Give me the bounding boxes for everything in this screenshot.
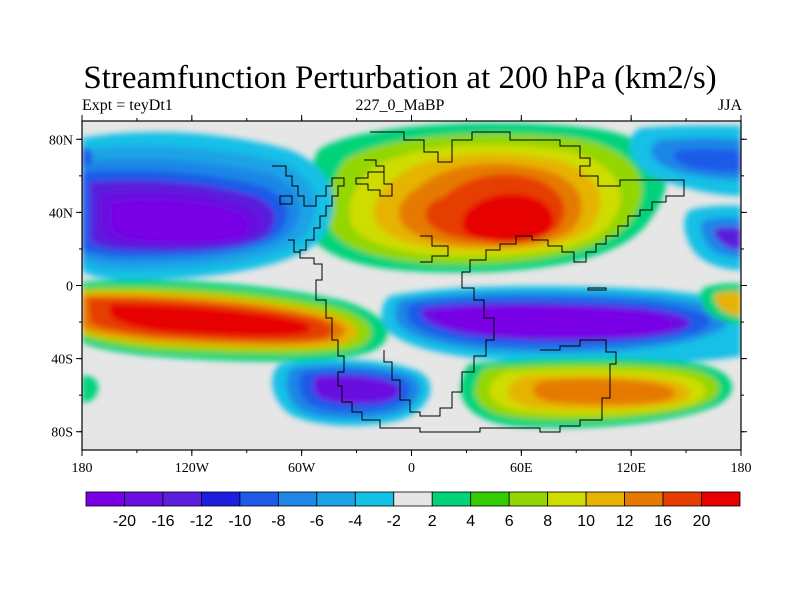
colorbar-box xyxy=(547,491,587,507)
colorbar-label: 20 xyxy=(693,513,711,530)
contour-field xyxy=(82,121,741,450)
season-label: JJA xyxy=(717,97,742,114)
colorbar-label: 8 xyxy=(543,513,552,530)
colorbar-box xyxy=(585,491,625,507)
colorbar-box xyxy=(162,491,202,507)
colorbar-box xyxy=(354,491,395,507)
colorbar-box xyxy=(239,491,279,507)
colorbar-label: 4 xyxy=(466,513,475,530)
colorbar-box xyxy=(701,491,741,507)
colorbar-box xyxy=(316,491,356,507)
colorbar-box xyxy=(201,491,241,507)
colorbar-label: 10 xyxy=(577,513,595,530)
lon-tick-label: 60W xyxy=(288,461,316,476)
colorbar-label: 6 xyxy=(505,513,514,530)
lon-tick-label: 120E xyxy=(616,461,646,476)
colorbar-box xyxy=(431,491,472,507)
longitude-axis: 180 120W 60W 0 60E 120E 180 xyxy=(72,115,752,476)
lat-tick-label: 80N xyxy=(49,133,73,148)
colorbar-label: -16 xyxy=(151,513,174,530)
colorbar-label: -4 xyxy=(348,513,362,530)
colorbar-label: -10 xyxy=(228,513,251,530)
colorbar: -20 -16 -12 -10 -8 -6 -4 -2 2 4 6 8 10 12 16 20 xyxy=(85,491,741,530)
lon-tick-label: 180 xyxy=(72,461,93,476)
lon-tick-label: 0 xyxy=(408,461,415,476)
lat-tick-label: 0 xyxy=(66,280,73,295)
lon-tick-label: 120W xyxy=(175,461,210,476)
colorbar-label: -20 xyxy=(113,513,136,530)
colorbar-box xyxy=(393,491,433,507)
lon-tick-label: 60E xyxy=(510,461,533,476)
colorbar-box xyxy=(624,491,664,507)
colorbar-box xyxy=(470,491,510,507)
colorbar-box xyxy=(85,491,125,507)
colorbar-label: -2 xyxy=(387,513,401,530)
colorbar-label: 12 xyxy=(616,513,634,530)
colorbar-box xyxy=(508,491,549,507)
lat-tick-label: 80S xyxy=(51,426,73,441)
lon-tick-label: 180 xyxy=(731,461,752,476)
colorbar-box xyxy=(277,491,318,507)
lat-tick-label: 40N xyxy=(49,206,73,221)
latitude-axis: 80N 40N 0 40S 80S xyxy=(49,133,747,441)
coastlines xyxy=(272,131,685,433)
period-label: 227_0_MaBP xyxy=(355,97,445,114)
colorbar-label: -12 xyxy=(190,513,213,530)
map-title: Streamfunction Perturbation at 200 hPa (… xyxy=(83,60,717,96)
colorbar-label: -8 xyxy=(271,513,285,530)
colorbar-box xyxy=(124,491,164,507)
colorbar-label: 2 xyxy=(428,513,437,530)
colorbar-label: -6 xyxy=(310,513,324,530)
colorbar-label: 16 xyxy=(654,513,672,530)
experiment-label: Expt = teyDt1 xyxy=(82,97,173,114)
colorbar-box xyxy=(662,491,702,507)
lat-tick-label: 40S xyxy=(51,353,73,368)
